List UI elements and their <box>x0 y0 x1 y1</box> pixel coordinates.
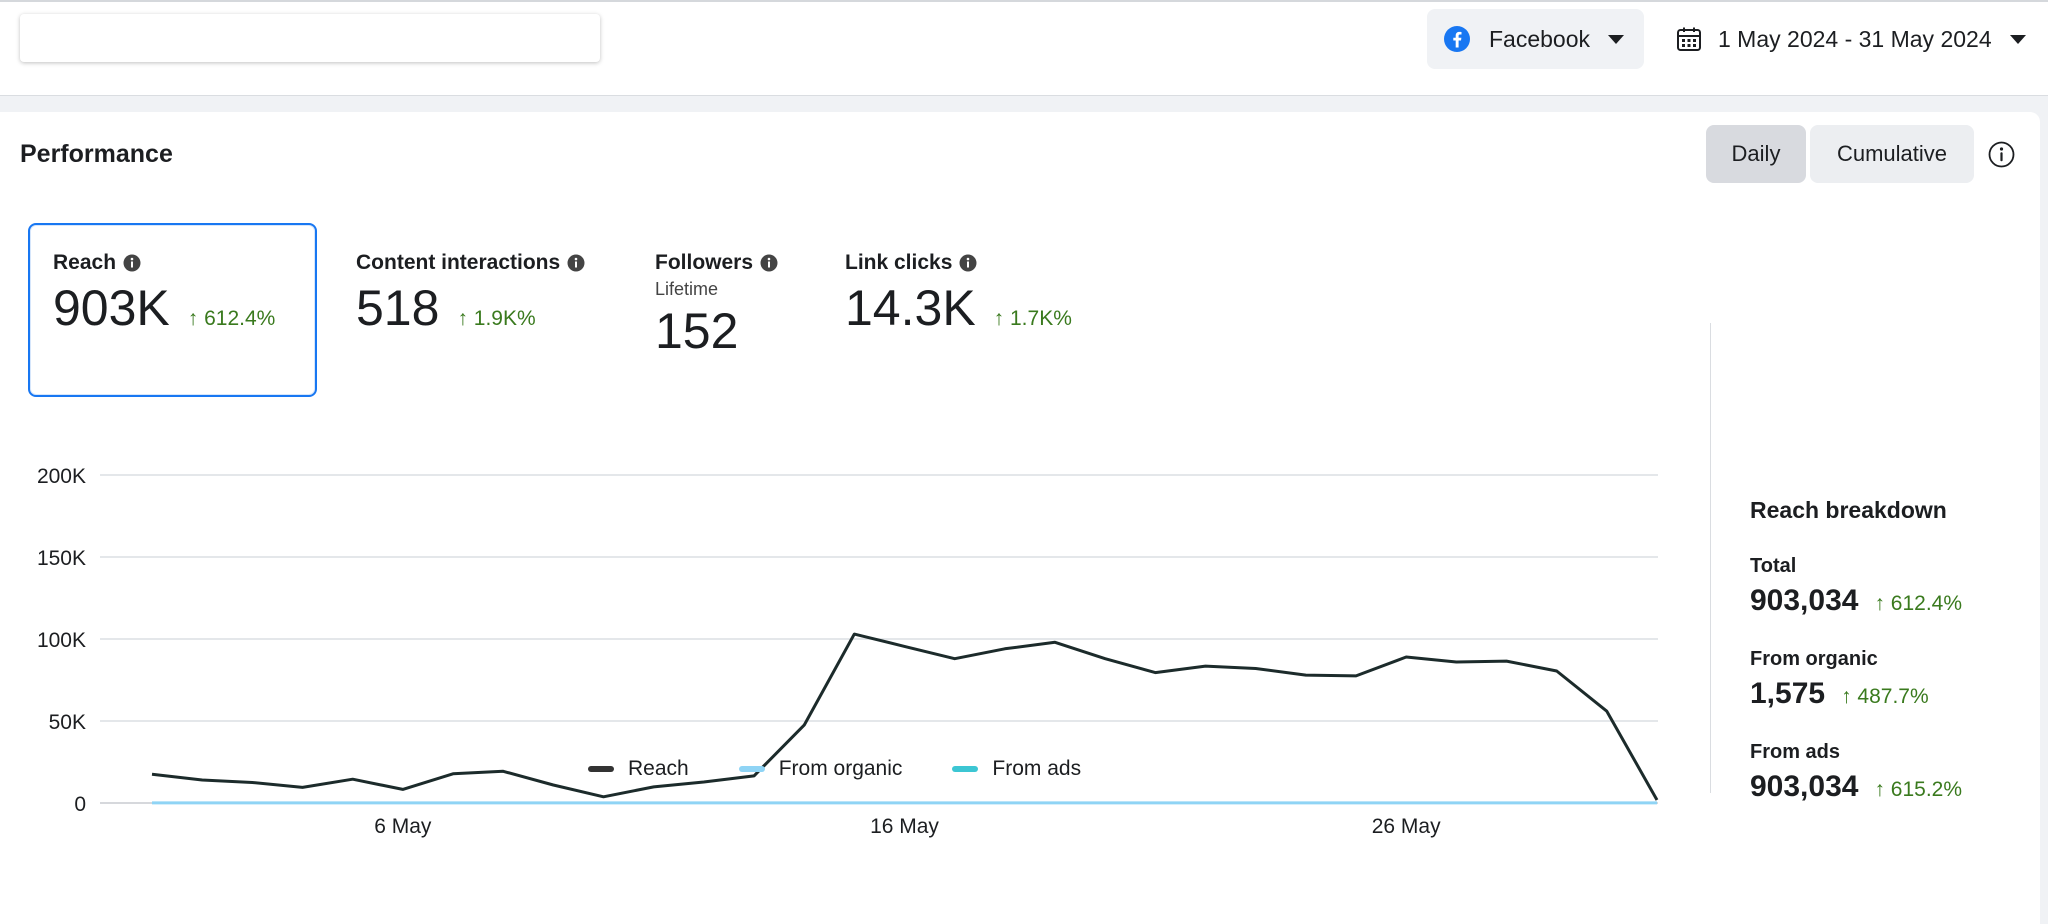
info-icon[interactable] <box>567 254 585 272</box>
breakdown-delta: ↑ 615.2% <box>1874 778 1963 801</box>
chevron-down-icon <box>1608 34 1625 44</box>
metric-card-followers[interactable]: Followers Lifetime 152 <box>655 251 778 360</box>
metric-sublabel: Lifetime <box>655 279 719 299</box>
metric-value: 152 <box>655 303 739 359</box>
metric-delta: ↑ 612.4% <box>187 307 276 330</box>
info-icon[interactable] <box>1988 141 2015 168</box>
y-tick-label: 150K <box>37 547 86 570</box>
platform-dropdown[interactable]: Facebook <box>1427 9 1644 69</box>
metric-card-reach[interactable]: Reach 903K ↑ 612.4% <box>28 223 317 397</box>
metric-value: 14.3K <box>845 280 976 336</box>
legend-swatch <box>738 766 765 772</box>
legend-item-organic[interactable]: From organic <box>738 757 903 781</box>
x-tick-label: 16 May <box>870 815 939 838</box>
facebook-icon <box>1444 26 1470 52</box>
metric-card-content-interactions[interactable]: Content interactions 518 ↑ 1.9K% <box>356 251 585 337</box>
page-selector-input[interactable] <box>20 14 600 62</box>
breakdown-delta: ↑ 612.4% <box>1874 592 1963 615</box>
series-line-reach <box>151 632 1659 801</box>
legend-swatch <box>588 766 614 772</box>
legend-swatch <box>952 766 979 772</box>
metric-value: 518 <box>356 280 440 336</box>
y-tick-label: 100K <box>37 629 86 652</box>
x-tick-label: 6 May <box>374 815 432 838</box>
divider <box>1710 323 1711 793</box>
breakdown-delta: ↑ 487.7% <box>1841 685 1929 708</box>
date-range-picker[interactable]: 1 May 2024 - 31 May 2024 <box>1660 9 2030 69</box>
breakdown-label: From ads <box>1750 741 1841 763</box>
y-tick-label: 200K <box>37 465 86 488</box>
legend-label: From organic <box>778 757 903 780</box>
chart-legend: Reach From organic From ads <box>588 757 1131 781</box>
y-tick-label: 50K <box>49 711 86 734</box>
legend-item-reach[interactable]: Reach <box>588 757 689 781</box>
metric-delta: ↑ 1.9K% <box>457 307 536 330</box>
platform-label: Facebook <box>1489 25 1591 52</box>
chevron-down-icon <box>2009 34 2026 44</box>
info-icon[interactable] <box>123 254 141 272</box>
breakdown-value: 1,575 <box>1750 677 1826 710</box>
date-range-label: 1 May 2024 - 31 May 2024 <box>1718 25 1992 52</box>
metric-label: Link clicks <box>845 251 953 274</box>
metric-value: 903K <box>53 280 170 336</box>
top-bar: Facebook 1 May 2024 - 31 May 2024 <box>0 0 2048 96</box>
breakdown-title: Reach breakdown <box>1750 497 1947 523</box>
reach-line-chart: 0 50K 100K 150K 200K 6 May 16 May 26 May <box>37 465 1659 838</box>
metric-label: Followers <box>655 251 754 274</box>
cumulative-toggle-button[interactable]: Cumulative <box>1810 125 1974 183</box>
breakdown-label: Total <box>1750 555 1797 577</box>
performance-card: Performance Daily Cumulative Reach 903K … <box>0 112 2040 924</box>
breakdown-value: 903,034 <box>1750 584 1859 617</box>
legend-item-ads[interactable]: From ads <box>952 757 1081 781</box>
info-icon[interactable] <box>959 254 977 272</box>
x-tick-label: 26 May <box>1372 815 1441 838</box>
breakdown-label: From organic <box>1750 648 1878 670</box>
calendar-icon <box>1677 27 1701 51</box>
metric-delta: ↑ 1.7K% <box>993 307 1072 330</box>
reach-breakdown: Reach breakdown Total 903,034 ↑ 612.4% F… <box>1750 385 1962 804</box>
legend-label: Reach <box>628 757 689 780</box>
legend-label: From ads <box>992 757 1082 780</box>
breakdown-value: 903,034 <box>1750 770 1859 803</box>
section-title: Performance <box>20 140 173 168</box>
y-tick-label: 0 <box>74 793 86 816</box>
info-icon[interactable] <box>760 254 778 272</box>
metric-card-link-clicks[interactable]: Link clicks 14.3K ↑ 1.7K% <box>845 251 1072 337</box>
daily-toggle-button[interactable]: Daily <box>1706 125 1806 183</box>
metric-label: Reach <box>53 251 117 274</box>
metric-label: Content interactions <box>356 251 561 274</box>
